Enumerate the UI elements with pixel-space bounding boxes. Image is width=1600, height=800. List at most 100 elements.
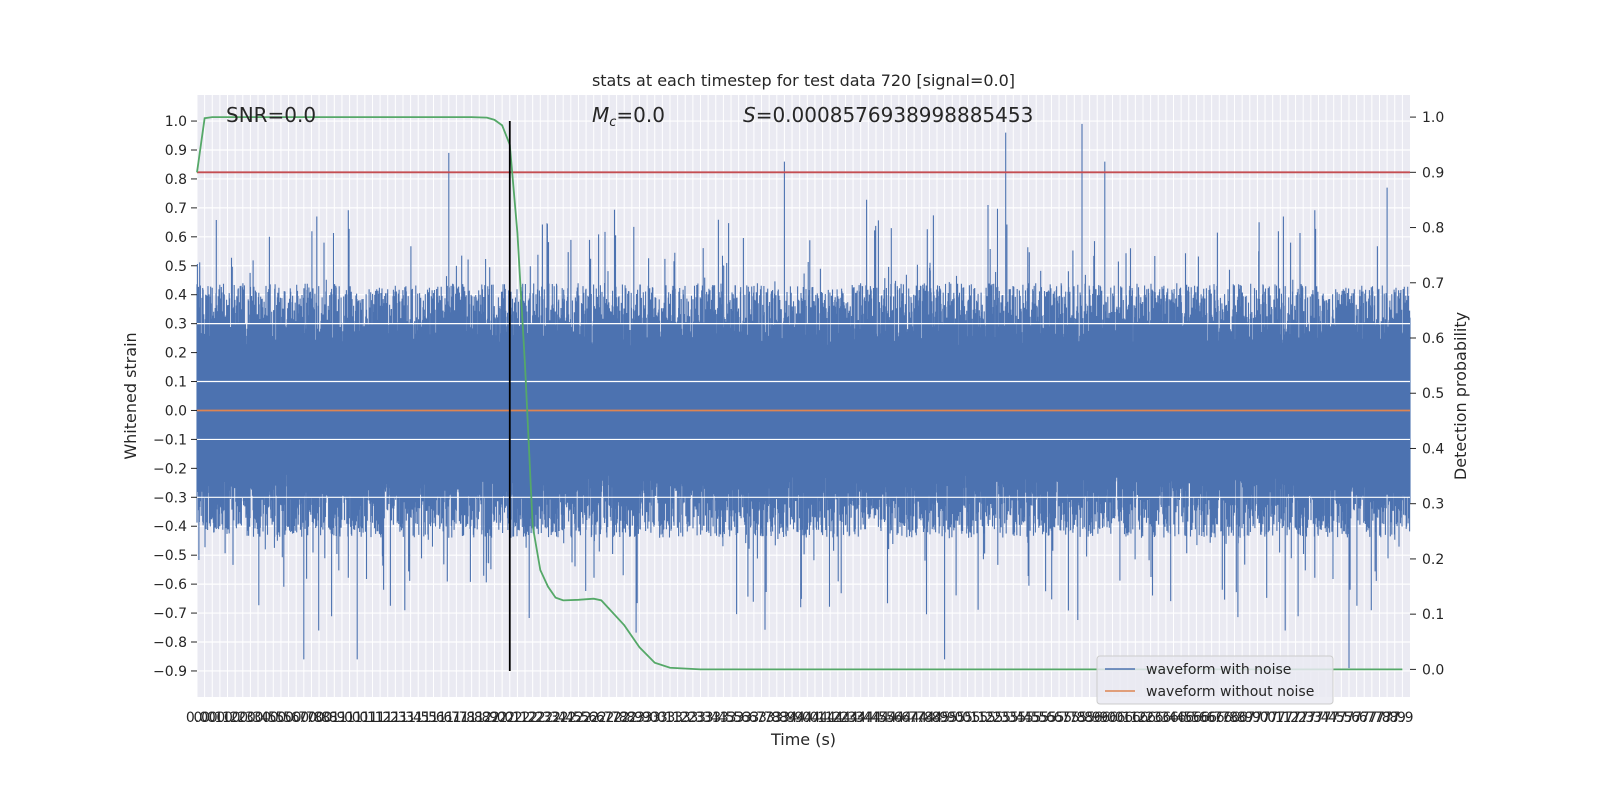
x-tick-label: 2.3 — [537, 710, 559, 726]
x-tick-label: 6.7 — [1208, 710, 1230, 726]
x-tick-label: 2.6 — [583, 710, 605, 726]
x-tick-label: 7.3 — [1292, 710, 1314, 726]
y-right-tick-label: 1.0 — [1422, 110, 1444, 126]
x-tick-label: 7.5 — [1323, 710, 1345, 726]
x-tick-label: 0.8 — [308, 710, 330, 726]
x-tick-label: 2.6 — [575, 710, 597, 726]
x-tick-label: 5.3 — [995, 710, 1017, 726]
x-tick-labels: 0.00.00.10.10.20.20.30.30.40.50.50.50.60… — [186, 710, 1414, 726]
x-tick-label: 0.2 — [216, 710, 238, 726]
y-tick-label: −0.5 — [153, 548, 187, 564]
mc-symbol: M — [592, 103, 609, 127]
y-right-axis-label: Detection probability — [1451, 312, 1470, 480]
x-tick-label: 1.1 — [361, 710, 383, 726]
x-tick-label: 5.4 — [1002, 710, 1024, 726]
snr-annotation: SNR=0.0 — [226, 103, 316, 127]
x-tick-label: 0.9 — [323, 710, 345, 726]
x-tick-label: 6.5 — [1178, 710, 1200, 726]
x-tick-label: 1.6 — [430, 710, 452, 726]
x-tick-label: 0.5 — [262, 710, 284, 726]
x-tick-label: 3.1 — [659, 710, 681, 726]
y-tick-labels: −0.9 −0.8 −0.7 −0.6 −0.5 −0.4 −0.3 −0.2 −0.1 0.0 0… — [153, 114, 197, 680]
x-tick-label: 6.3 — [1139, 710, 1161, 726]
x-tick-label: 3.0 — [644, 710, 666, 726]
legend: waveform with noise waveform without noi… — [1096, 655, 1334, 705]
x-tick-label: 4.6 — [880, 710, 902, 726]
x-tick-label: 2.4 — [552, 710, 574, 726]
series-lines — [196, 116, 1410, 671]
x-tick-label: 3.5 — [720, 710, 742, 726]
x-tick-label: 6.0 — [1094, 710, 1116, 726]
x-tick-label: 7.5 — [1330, 710, 1352, 726]
x-tick-label: 6.5 — [1170, 710, 1192, 726]
x-tick-label: 7.9 — [1384, 710, 1406, 726]
y-right-tick-label: 0.9 — [1422, 165, 1444, 181]
x-tick-label: 6.1 — [1109, 710, 1131, 726]
x-tick-label: 3.8 — [758, 710, 780, 726]
x-tick-label: 6.6 — [1185, 710, 1207, 726]
x-tick-label: 2.8 — [613, 710, 635, 726]
x-tick-label: 1.5 — [415, 710, 437, 726]
y-tick-label: −0.1 — [153, 432, 187, 448]
x-tick-label: 4.9 — [926, 710, 948, 726]
x-tick-label: 0.6 — [277, 710, 299, 726]
x-tick-label: 3.2 — [666, 710, 688, 726]
x-tick-label: 6.1 — [1117, 710, 1139, 726]
x-tick-label: 0.7 — [293, 710, 315, 726]
legend-label-waveform-without-noise: waveform without noise — [1146, 684, 1314, 700]
y-right-tick-label: 0.3 — [1422, 497, 1444, 513]
x-tick-label: 3.3 — [682, 710, 704, 726]
x-tick-label: 5.0 — [949, 710, 971, 726]
x-tick-label: 5.7 — [1056, 710, 1078, 726]
x-tick-label: 4.4 — [850, 710, 872, 726]
x-tick-label: 5.2 — [972, 710, 994, 726]
x-tick-label: 7.1 — [1262, 710, 1284, 726]
x-tick-label: 7.7 — [1361, 710, 1383, 726]
x-tick-label: 6.7 — [1201, 710, 1223, 726]
x-tick-label: 3.6 — [735, 710, 757, 726]
x-tick-label: 5.6 — [1040, 710, 1062, 726]
x-tick-label: 2.1 — [506, 710, 528, 726]
mc-value: =0.0 — [616, 103, 665, 127]
x-tick-label: 1.0 — [331, 710, 353, 726]
y-tick-label: 0.8 — [165, 172, 187, 188]
y-tick-label: 0.6 — [165, 230, 187, 246]
x-tick-label: 3.4 — [697, 710, 719, 726]
x-tick-label: 2.5 — [560, 710, 582, 726]
x-tick-label: 5.3 — [987, 710, 1009, 726]
y-tick-label: 0.0 — [165, 403, 187, 419]
x-tick-label: 3.2 — [674, 710, 696, 726]
x-tick-label: 6.9 — [1239, 710, 1261, 726]
x-tick-label: 2.5 — [567, 710, 589, 726]
x-tick-label: 3.0 — [636, 710, 658, 726]
x-tick-label: 6.4 — [1162, 710, 1184, 726]
x-tick-label: 0.3 — [232, 710, 254, 726]
x-tick-label: 2.9 — [621, 710, 643, 726]
x-tick-label: 7.7 — [1353, 710, 1375, 726]
x-tick-label: 5.9 — [1078, 710, 1100, 726]
x-tick-label: 1.5 — [407, 710, 429, 726]
y-axis-label: Whitened strain — [121, 332, 140, 459]
x-tick-label: 6.9 — [1231, 710, 1253, 726]
series-waveform-with-noise — [196, 123, 1411, 669]
x-tick-label: 0.1 — [201, 710, 223, 726]
x-tick-label: 4.2 — [827, 710, 849, 726]
y-tick-label: 0.4 — [165, 288, 187, 304]
x-tick-label: 7.6 — [1338, 710, 1360, 726]
x-tick-label: 1.3 — [392, 710, 414, 726]
x-tick-label: 3.7 — [750, 710, 772, 726]
y-right-tick-label: 0.2 — [1422, 552, 1444, 568]
x-tick-label: 1.0 — [346, 710, 368, 726]
x-tick-label: 3.3 — [689, 710, 711, 726]
x-tick-label: 0.0 — [193, 710, 215, 726]
x-tick-label: 4.6 — [888, 710, 910, 726]
x-tick-label: 7.1 — [1269, 710, 1291, 726]
x-tick-label: 5.4 — [1010, 710, 1032, 726]
x-tick-label: 4.8 — [911, 710, 933, 726]
s-annotation: S=0.0008576938998885453 — [743, 103, 1033, 127]
x-tick-label: 7.6 — [1345, 710, 1367, 726]
x-tick-label: 4.0 — [796, 710, 818, 726]
x-tick-label: 0.3 — [239, 710, 261, 726]
x-tick-label: 4.8 — [918, 710, 940, 726]
